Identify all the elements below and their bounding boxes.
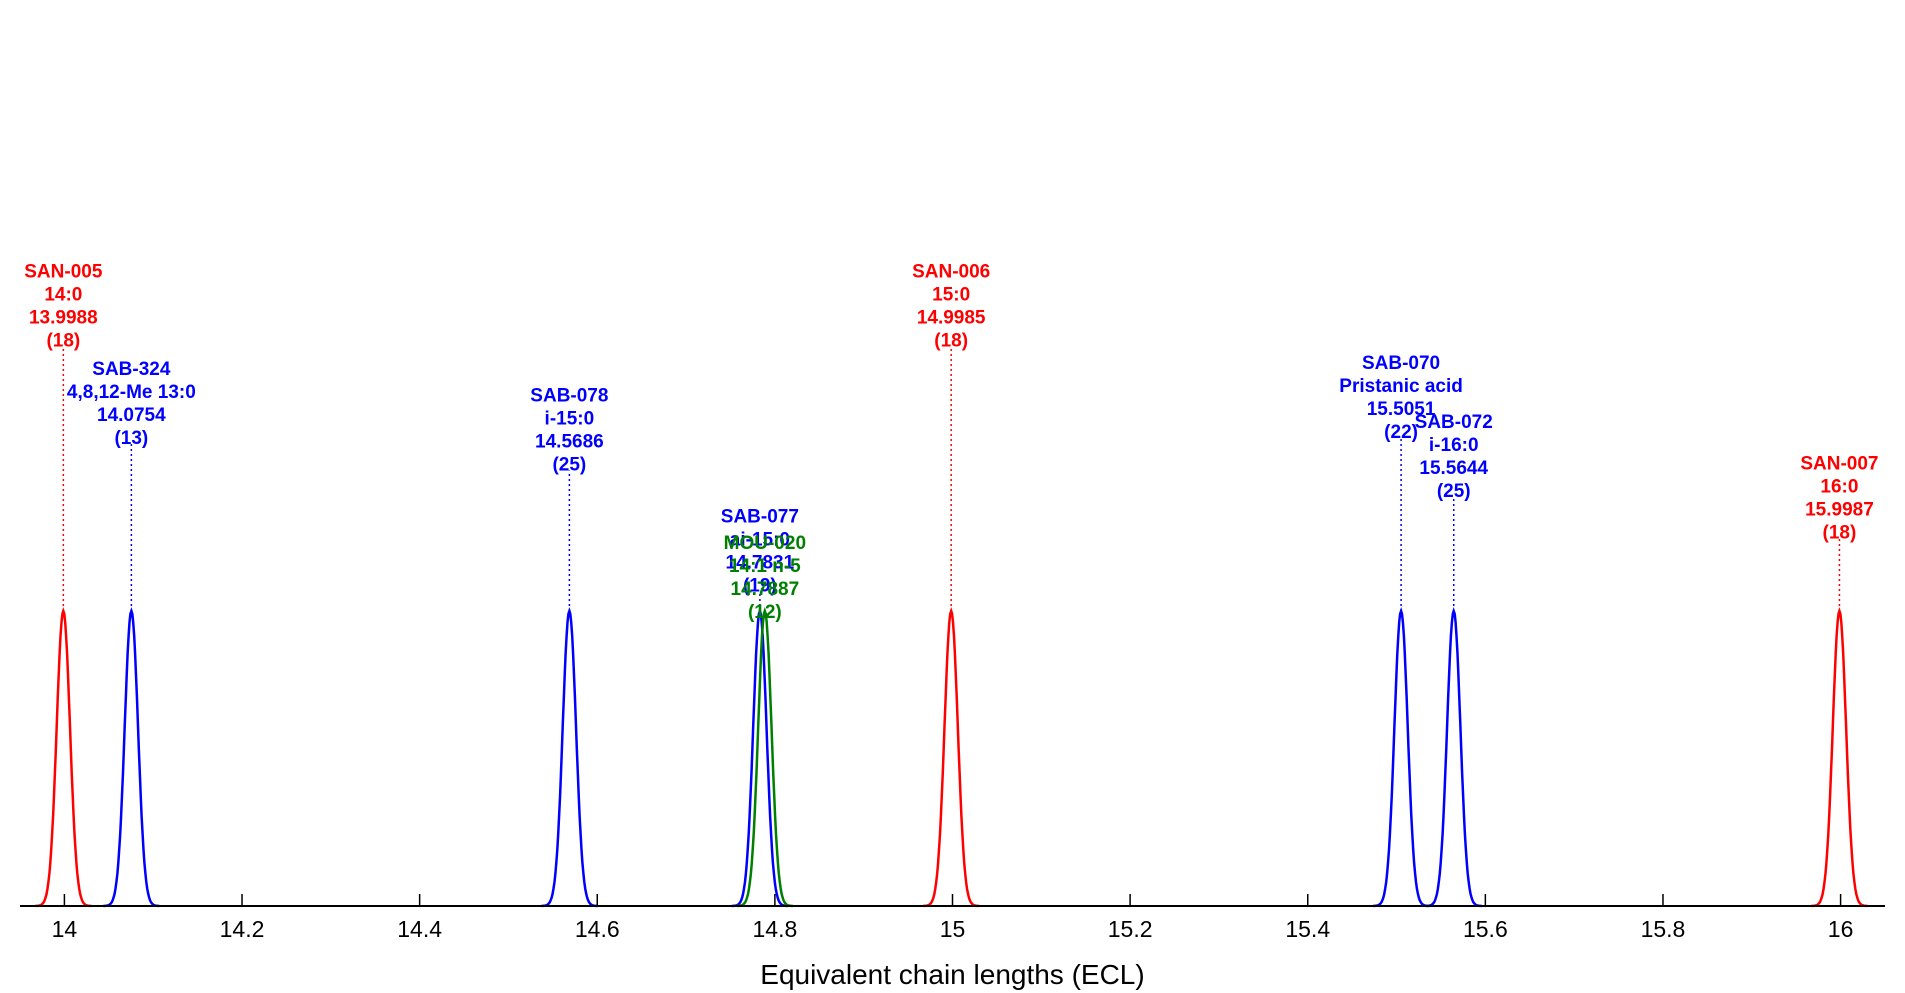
peak-label-ecl-label: 13.9988 bbox=[29, 308, 98, 329]
peak-label-code: SAB-078 bbox=[530, 386, 608, 407]
peak-label-code: SAN-007 bbox=[1800, 453, 1878, 474]
peaks-layer bbox=[35, 606, 1868, 908]
leader-lines-layer bbox=[62, 346, 1841, 619]
peak-label-ecl-label: 14.9985 bbox=[917, 308, 986, 329]
peak-label-name: 14:1 n-5 bbox=[729, 556, 801, 577]
peak-label-ecl-label: 14.7831 bbox=[726, 553, 795, 574]
peak-label-code: SAB-324 bbox=[92, 359, 171, 380]
peak-label-count: (25) bbox=[1437, 481, 1471, 502]
peak-label-name: i-15:0 bbox=[545, 409, 595, 430]
x-tick-label: 14.2 bbox=[220, 916, 265, 942]
peak-label-ecl-label: 15.9987 bbox=[1805, 499, 1874, 520]
peak-label-count: (18) bbox=[46, 331, 80, 352]
x-tick-label: 15 bbox=[940, 916, 966, 942]
x-tick-label: 16 bbox=[1828, 916, 1854, 942]
peak-label-count: (12) bbox=[748, 602, 782, 623]
peak-curve-sab-078 bbox=[541, 606, 598, 908]
x-axis-ticks: 14 14.2 14.4 14.6 14.8 15 15.2 15.4 15.6 15.8 16 bbox=[52, 894, 1854, 942]
peak-label-code: SAB-077 bbox=[721, 507, 799, 528]
x-tick-label: 14 bbox=[52, 916, 78, 942]
peak-label-ecl-label: 15.5051 bbox=[1367, 399, 1436, 420]
peak-label-name: 4,8,12-Me 13:0 bbox=[67, 382, 196, 403]
x-tick-label: 15.4 bbox=[1285, 916, 1330, 942]
peak-curve-san-005 bbox=[35, 606, 92, 908]
peak-label-ecl-label: 14.7887 bbox=[731, 579, 800, 600]
x-tick-label: 15.8 bbox=[1641, 916, 1686, 942]
x-tick-label: 14.4 bbox=[397, 916, 442, 942]
peak-label-code: SAN-005 bbox=[24, 262, 103, 283]
x-tick-label: 15.2 bbox=[1108, 916, 1153, 942]
peak-label-code: SAN-006 bbox=[912, 262, 990, 283]
x-tick-label: 15.6 bbox=[1463, 916, 1508, 942]
peak-curve-san-006 bbox=[923, 606, 980, 908]
peak-label-name: 15:0 bbox=[932, 285, 970, 306]
peak-curve-sab-324 bbox=[103, 606, 160, 908]
peak-curve-sab-070 bbox=[1372, 606, 1430, 908]
peak-label-ecl-label: 14.5686 bbox=[535, 432, 604, 453]
x-tick-label: 14.8 bbox=[752, 916, 797, 942]
peak-curve-sab-072 bbox=[1425, 606, 1482, 908]
peak-label-code: MOU-020 bbox=[724, 533, 806, 554]
peak-label-count: (25) bbox=[552, 455, 586, 476]
x-axis-title: Equivalent chain lengths (ECL) bbox=[760, 959, 1144, 990]
peak-label-name: 16:0 bbox=[1820, 476, 1858, 497]
peak-label-ecl-label: 15.5644 bbox=[1419, 458, 1488, 479]
peak-label-ecl-label: 14.0754 bbox=[97, 405, 166, 426]
x-tick-label: 14.6 bbox=[575, 916, 620, 942]
peak-label-count: (18) bbox=[934, 331, 968, 352]
peak-label-count: (13) bbox=[114, 428, 148, 449]
peak-label-count: (18) bbox=[1823, 522, 1857, 543]
peak-label-name: Pristanic acid bbox=[1339, 376, 1463, 397]
peak-label-count: (19) bbox=[743, 576, 777, 597]
peak-label-count: (22) bbox=[1384, 422, 1418, 443]
peak-label-code: SAB-072 bbox=[1415, 412, 1493, 433]
peak-label-name: ai-15:0 bbox=[730, 530, 790, 551]
peak-label-code: SAB-070 bbox=[1362, 353, 1440, 374]
peak-label-name: i-16:0 bbox=[1429, 435, 1479, 456]
peak-curve-san-007 bbox=[1811, 606, 1868, 908]
peak-label-name: 14:0 bbox=[44, 285, 82, 306]
